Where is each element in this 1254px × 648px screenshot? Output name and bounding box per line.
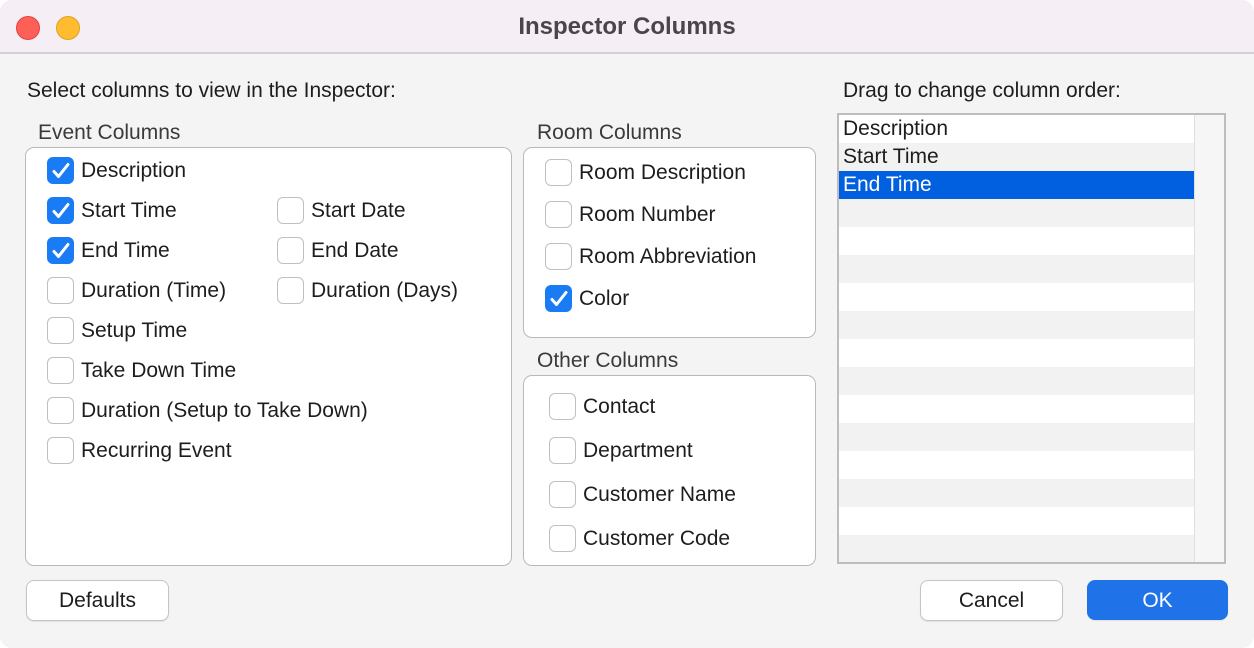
list-empty-row [839,255,1196,283]
checkbox-start-date[interactable] [277,197,304,224]
column-order-list[interactable]: End Time Start Time Description [837,113,1226,564]
checkbox-customer-code[interactable] [549,525,576,552]
checkbox-label[interactable]: Recurring Event [81,439,232,462]
checkbox-customer-name[interactable] [549,481,576,508]
checkbox-end-date[interactable] [277,237,304,264]
other-columns-group: Contact Department Customer Name Customer C… [523,375,816,566]
list-empty-row [839,339,1196,367]
window-title: Inspector Columns [518,13,736,40]
checkbox-color[interactable] [545,285,572,312]
checkbox-room-number[interactable] [545,201,572,228]
list-scrollbar[interactable] [1194,115,1224,562]
checkbox-label[interactable]: Contact [583,395,656,418]
order-label: Drag to change column order: [843,79,1121,102]
checkbox-label[interactable]: Customer Code [583,527,731,550]
checkbox-room-abbreviation[interactable] [545,243,572,270]
checkbox-label[interactable]: End Date [311,239,399,262]
checkbox-label[interactable]: Duration (Setup to Take Down) [81,399,368,422]
checkbox-label[interactable]: Color [579,287,630,310]
checkbox-duration-days[interactable] [277,277,304,304]
checkbox-start-time[interactable] [47,197,74,224]
checkbox-duration-setup-to-take-down[interactable] [47,397,74,424]
list-empty-row [839,311,1196,339]
list-empty-row [839,227,1196,255]
minimize-button[interactable] [56,16,80,40]
checkbox-recurring-event[interactable] [47,437,74,464]
checkmark-icon [52,203,70,218]
checkbox-room-description[interactable] [545,159,572,186]
checkbox-label[interactable]: Customer Name [583,483,736,506]
checkmark-icon [52,163,70,178]
checkbox-duration-time[interactable] [47,277,74,304]
list-empty-row [839,395,1196,423]
room-columns-heading: Room Columns [537,121,682,144]
checkbox-label[interactable]: Room Number [579,203,716,226]
list-empty-row [839,283,1196,311]
instructions-label: Select columns to view in the Inspector: [27,79,396,102]
ok-button[interactable]: OK [1087,580,1228,620]
list-empty-row [839,423,1196,451]
list-item[interactable]: Start Time [839,143,1196,171]
checkbox-label[interactable]: Room Abbreviation [579,245,757,268]
list-item[interactable]: End Time [839,171,1196,199]
list-empty-row [839,451,1196,479]
checkbox-contact[interactable] [549,393,576,420]
checkbox-label[interactable]: Start Date [311,199,406,222]
checkbox-setup-time[interactable] [47,317,74,344]
other-columns-heading: Other Columns [537,349,679,372]
checkbox-description[interactable] [47,157,74,184]
close-button[interactable] [16,16,40,40]
title-bar: Inspector Columns [0,0,1254,54]
list-empty-row [839,199,1196,227]
checkbox-label[interactable]: Setup Time [81,319,188,342]
checkbox-end-time[interactable] [47,237,74,264]
checkbox-label[interactable]: Start Time [81,199,177,222]
event-columns-group: Description Start Time End Time Duration (T… [25,147,512,566]
room-columns-group: Room Description Room Number Room Abbrevia… [523,147,816,338]
checkbox-label[interactable]: Duration (Time) [81,279,227,302]
checkbox-label[interactable]: Duration (Days) [311,279,459,302]
cancel-button[interactable]: Cancel [920,580,1063,621]
checkbox-label[interactable]: Department [583,439,693,462]
defaults-button[interactable]: Defaults [26,580,169,621]
list-empty-row [839,479,1196,507]
event-columns-heading: Event Columns [38,121,181,144]
checkbox-label[interactable]: Description [81,159,187,182]
checkbox-label[interactable]: Take Down Time [81,359,237,382]
checkbox-department[interactable] [549,437,576,464]
list-empty-row [839,535,1196,562]
checkbox-label[interactable]: Room Description [579,161,746,184]
list-empty-row [839,367,1196,395]
checkmark-icon [550,291,568,306]
list-empty-row [839,507,1196,535]
list-item[interactable]: Description [839,115,1196,143]
checkmark-icon [52,243,70,258]
checkbox-take-down-time[interactable] [47,357,74,384]
checkbox-label[interactable]: End Time [81,239,170,262]
